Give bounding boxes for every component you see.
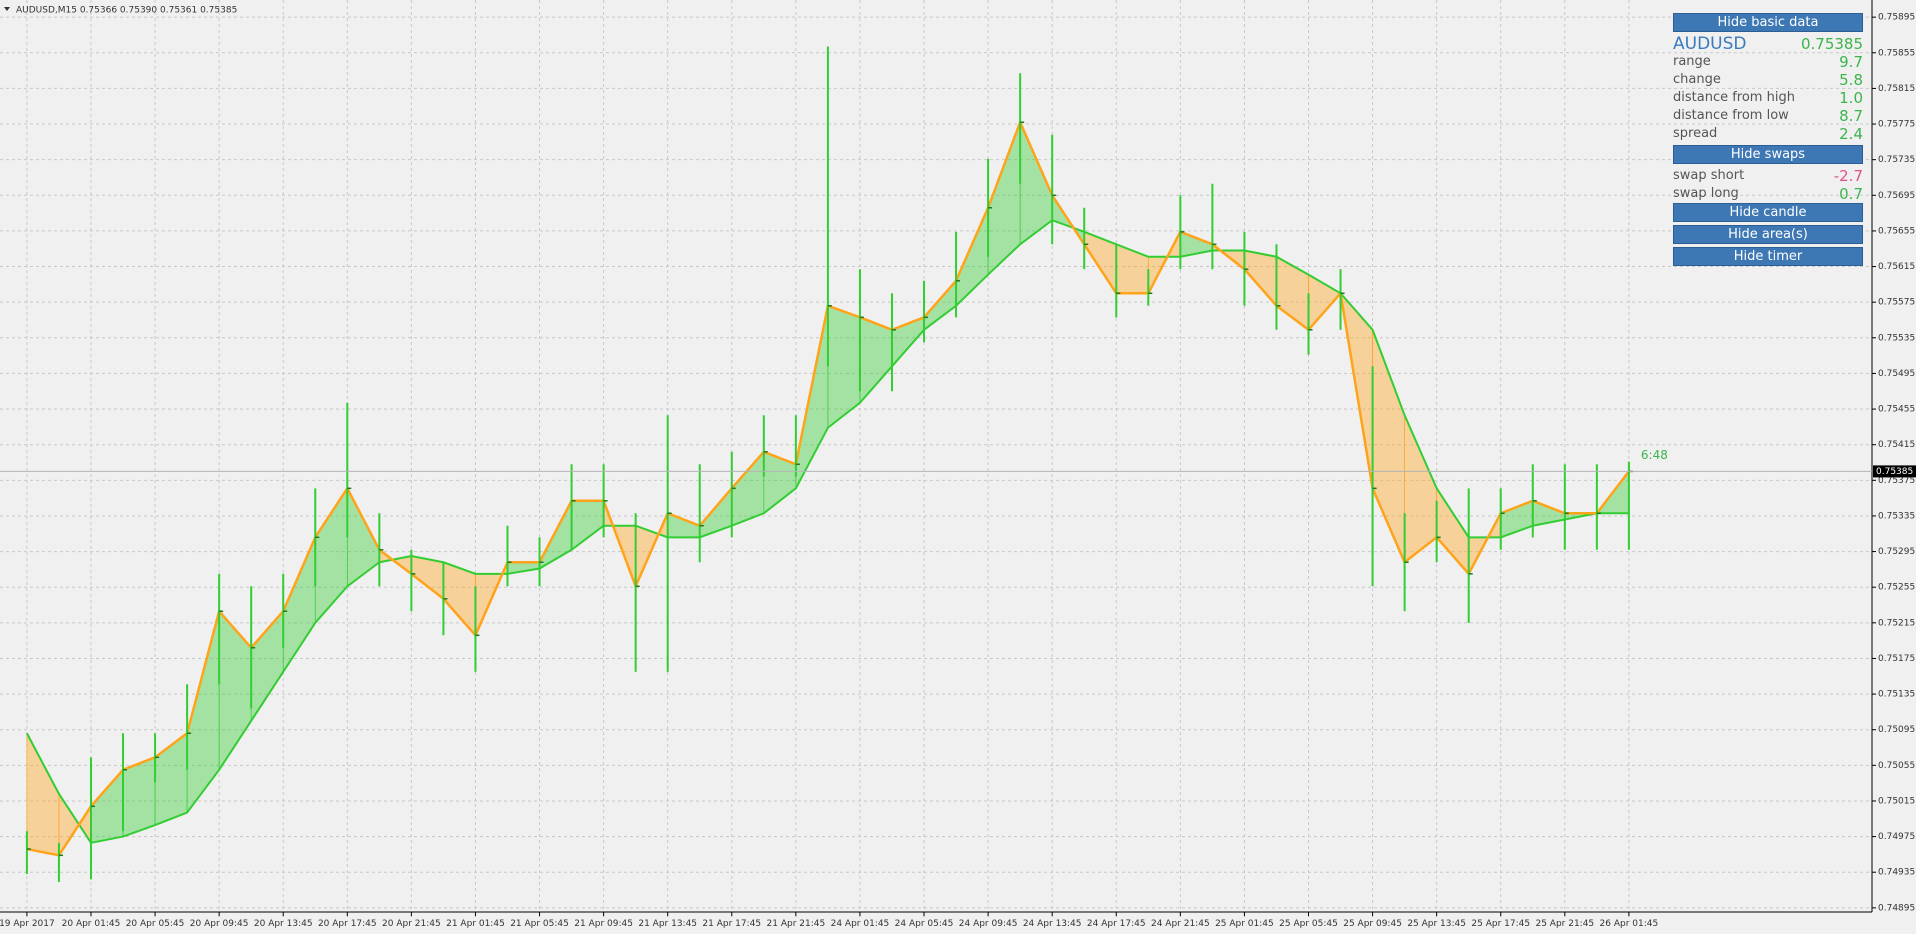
x-tick-label: 25 Apr 21:45 [1535,919,1594,929]
label: change [1673,72,1721,87]
x-tick-label: 20 Apr 01:45 [62,919,121,929]
x-tick-label: 25 Apr 09:45 [1343,919,1402,929]
button[interactable]: Hide timer [1673,247,1863,266]
x-tick-label: 25 Apr 01:45 [1215,919,1274,929]
label: range [1673,54,1711,69]
timer: 6:48 [1641,448,1668,462]
slow-line [26,219,1629,844]
rows: range 9.7 change 5.8 distance from high 1.0 di… [1673,53,1863,143]
y-tick-label: 0.74935 [1878,868,1915,878]
button[interactable]: Hide basic data [1673,13,1863,32]
y-tick-label: 0.75535 [1878,333,1915,343]
value: 0.7 [1839,185,1863,203]
bars [25,46,1633,883]
x-tick-label: 25 Apr 17:45 [1471,919,1530,929]
y-tick-label: 0.75855 [1878,48,1915,58]
symbol: AUDUSD [1673,34,1747,54]
y-tick-label: 0.75215 [1878,618,1915,628]
y-tick-label: 0.75375 [1878,476,1915,486]
y-tick-label: 0.75655 [1878,226,1915,236]
x-tick-label: 21 Apr 13:45 [638,919,697,929]
price: 0.75385 [1800,35,1863,53]
plot-area [0,0,1872,912]
swaps: swap short -2.7 swap long 0.7 [1673,167,1863,203]
y-tick-label: 0.75815 [1878,84,1915,94]
label: swap short [1673,168,1745,183]
value: 9.7 [1839,53,1863,71]
menu-arrow[interactable] [4,7,10,11]
y-tick-label: 0.75295 [1878,547,1915,557]
x-tick-label: 21 Apr 21:45 [767,919,826,929]
x-tick-label: 24 Apr 01:45 [831,919,890,929]
x-tick-label: 21 Apr 05:45 [510,919,569,929]
y-tick-label: 0.75695 [1878,191,1915,201]
x-tick-label: 24 Apr 09:45 [959,919,1018,929]
y-tick-label: 0.75775 [1878,120,1915,130]
x-tick-label: 24 Apr 05:45 [895,919,954,929]
x-tick-label: 21 Apr 17:45 [702,919,761,929]
row: distance from high 1.0 [1673,89,1863,107]
x-tick-label: 19 Apr 2017 [0,919,55,929]
ribbon [26,118,1630,857]
x-tick-label: 21 Apr 01:45 [446,919,505,929]
x-tick-label: 24 Apr 13:45 [1023,919,1082,929]
y-tick-label: 0.75575 [1878,298,1915,308]
value: -2.7 [1833,167,1863,185]
label: distance from high [1673,90,1795,105]
x-tick-label: 20 Apr 21:45 [382,919,441,929]
info-panel: Hide basic data AUDUSD 0.75385 range 9.7 ch… [1673,13,1863,269]
row: spread 2.4 [1673,125,1863,143]
button[interactable]: Hide swaps [1673,145,1863,164]
y-tick-label: 0.75455 [1878,405,1915,415]
y-tick-label: 0.75415 [1878,440,1915,450]
label: swap long [1673,186,1739,201]
x-tick-label: 25 Apr 05:45 [1279,919,1338,929]
y-tick-label: 0.74895 [1878,903,1915,913]
x-tick-label: 24 Apr 21:45 [1151,919,1210,929]
x-tick-label: 20 Apr 05:45 [126,919,185,929]
current-price-box [1873,465,1916,478]
value: 1.0 [1839,89,1863,107]
y-tick-label: 0.75335 [1878,511,1915,521]
x-tick-label: 26 Apr 01:45 [1600,919,1659,929]
row: distance from low 8.7 [1673,107,1863,125]
y-tick-label: 0.75055 [1878,761,1915,771]
row: range 9.7 [1673,53,1863,71]
y-tick-label: 0.75735 [1878,155,1915,165]
x-tick-label: 21 Apr 09:45 [574,919,633,929]
value: 2.4 [1839,125,1863,143]
y-tick-label: 0.74975 [1878,832,1915,842]
y-tick-label: 0.75495 [1878,369,1915,379]
y-tick-label: 0.75015 [1878,796,1915,806]
y-tick-label: 0.75615 [1878,262,1915,272]
chart-title: AUDUSD,M15 0.75366 0.75390 0.75361 0.753… [16,6,237,16]
label: spread [1673,126,1718,141]
y-tick-label: 0.75895 [1878,13,1915,23]
value: 8.7 [1839,107,1863,125]
y-tick-label: 0.75095 [1878,725,1915,735]
row: AUDUSD 0.75385 [1673,35,1863,53]
row: swap short -2.7 [1673,167,1863,185]
x-tick-label: 20 Apr 09:45 [190,919,249,929]
y-tick-label: 0.75255 [1878,583,1915,593]
value: 5.8 [1839,71,1863,89]
grid [0,0,1872,913]
x-tick-label: 20 Apr 17:45 [318,919,377,929]
label: distance from low [1673,108,1789,123]
x-tick-label: 20 Apr 13:45 [254,919,313,929]
row: change 5.8 [1673,71,1863,89]
current-price-label: 0.75385 [1876,467,1913,477]
y-tick-label: 0.75135 [1878,690,1915,700]
x-tick-label: 24 Apr 17:45 [1087,919,1146,929]
row: swap long 0.7 [1673,185,1863,203]
x-tick-label: 25 Apr 13:45 [1407,919,1466,929]
button[interactable]: Hide area(s) [1673,225,1863,244]
button[interactable]: Hide candle [1673,203,1863,222]
buttons: Hide candle Hide area(s) Hide timer [1673,203,1863,266]
y-tick-label: 0.75175 [1878,654,1915,664]
